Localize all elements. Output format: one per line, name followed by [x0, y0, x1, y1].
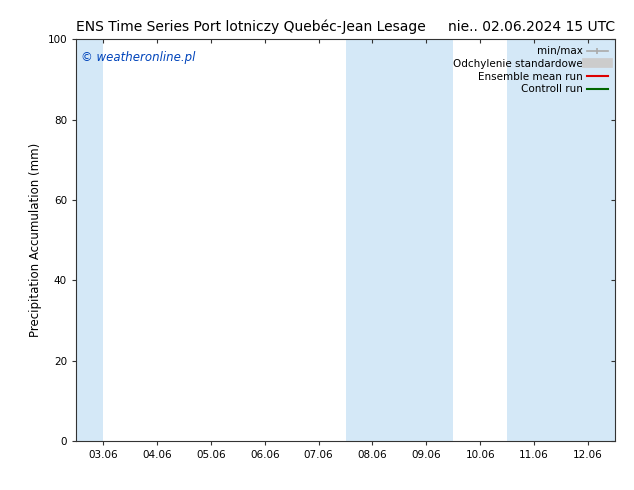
- Text: © weatheronline.pl: © weatheronline.pl: [81, 51, 196, 64]
- Bar: [373, 39, 453, 441]
- Bar: [507, 39, 534, 441]
- Text: ENS Time Series Port lotniczy Quebéc-Jean Lesage: ENS Time Series Port lotniczy Quebéc-Jea…: [76, 20, 426, 34]
- Y-axis label: Precipitation Accumulation (mm): Precipitation Accumulation (mm): [29, 143, 42, 337]
- Text: nie.. 02.06.2024 15 UTC: nie.. 02.06.2024 15 UTC: [448, 20, 615, 34]
- Bar: [76, 39, 103, 441]
- Legend: min/max, Odchylenie standardowe, Ensemble mean run, Controll run: min/max, Odchylenie standardowe, Ensembl…: [451, 45, 610, 97]
- Bar: [534, 39, 615, 441]
- Bar: [346, 39, 372, 441]
